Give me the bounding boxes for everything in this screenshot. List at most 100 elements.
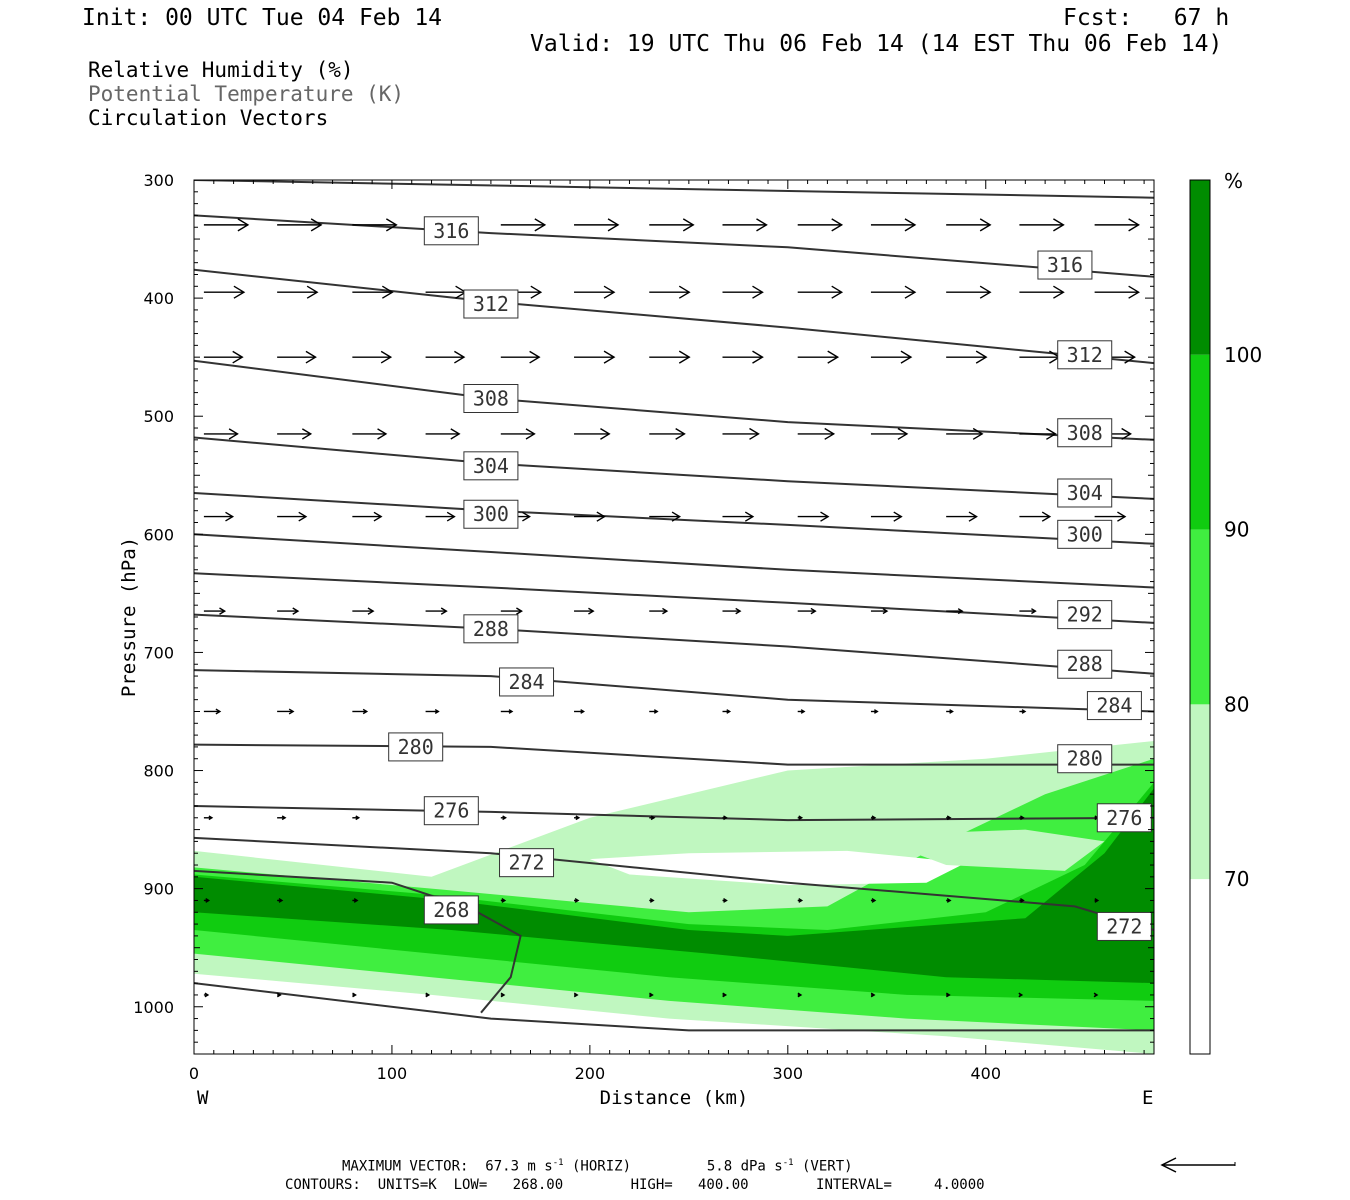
circulation-vector bbox=[649, 709, 659, 714]
circulation-vector bbox=[574, 815, 581, 821]
vector-head bbox=[1117, 511, 1127, 522]
contour-label-316: 316 bbox=[423, 216, 479, 246]
rh-hole bbox=[589, 850, 966, 886]
vector-head bbox=[723, 898, 728, 903]
vector-head bbox=[500, 992, 506, 998]
x-tick-label: 100 bbox=[377, 1064, 408, 1083]
circulation-vector bbox=[797, 815, 804, 821]
vector-head bbox=[305, 350, 317, 364]
y-tick-label: 500 bbox=[143, 407, 174, 426]
vector-head bbox=[972, 427, 984, 440]
colorbar-unit: % bbox=[1224, 169, 1243, 193]
circulation-vector bbox=[1019, 608, 1037, 615]
colorbar-segment bbox=[1190, 879, 1210, 1054]
circulation-vector bbox=[352, 511, 383, 522]
vector-head bbox=[1020, 815, 1025, 821]
x-tick-label: 400 bbox=[970, 1064, 1001, 1083]
vector-head bbox=[276, 992, 282, 998]
vector-head bbox=[603, 350, 616, 364]
contour-label-box bbox=[423, 796, 479, 826]
vector-head bbox=[534, 218, 547, 232]
circulation-vector bbox=[573, 992, 579, 998]
vector-head bbox=[575, 815, 581, 821]
vector-head bbox=[1046, 427, 1057, 440]
colorbar-segment bbox=[1190, 704, 1210, 880]
vector-head bbox=[425, 992, 431, 998]
circulation-vector bbox=[722, 898, 728, 903]
vector-head bbox=[607, 218, 620, 232]
circulation-vector bbox=[276, 992, 282, 998]
circulation-vector bbox=[425, 428, 461, 440]
colorbar-label-80: 80 bbox=[1224, 692, 1249, 716]
vector-head bbox=[516, 607, 523, 615]
circulation-vector bbox=[1019, 218, 1065, 232]
vector-head bbox=[352, 992, 357, 998]
y-tick-label: 800 bbox=[143, 762, 174, 781]
circulation-vector bbox=[203, 428, 239, 440]
theta-contour-316 bbox=[194, 214, 1154, 278]
contour-label-308: 308 bbox=[463, 384, 519, 413]
contour-label-276: 276 bbox=[1096, 803, 1152, 833]
contour-label-box bbox=[499, 667, 555, 697]
circulation-vector bbox=[870, 218, 917, 232]
circulation-vector bbox=[277, 511, 308, 522]
vector-head bbox=[752, 350, 764, 364]
circulation-vector bbox=[722, 218, 768, 232]
contour-label-292: 292 bbox=[1057, 600, 1113, 630]
vector-head bbox=[1021, 709, 1027, 714]
circulation-vector bbox=[946, 709, 954, 714]
circulation-vector bbox=[797, 285, 844, 299]
circulation-vector bbox=[946, 992, 951, 998]
y-axis: 300 400 500 600 700 800 900 1000 bbox=[133, 171, 1154, 1055]
vector-head bbox=[278, 898, 284, 903]
vector-head bbox=[975, 350, 988, 364]
contour-label-276: 276 bbox=[423, 796, 479, 826]
circulation-vector bbox=[277, 350, 317, 364]
vector-head bbox=[225, 511, 235, 522]
vector-head bbox=[831, 218, 844, 232]
vector-head bbox=[949, 709, 954, 714]
y-axis-title: Pressure (hPa) bbox=[118, 537, 140, 697]
circulation-vector bbox=[203, 350, 244, 364]
contour-label-box bbox=[1057, 649, 1113, 679]
x-axis-title: Distance (km) bbox=[600, 1087, 749, 1109]
colorbar-label-100: 100 bbox=[1224, 343, 1262, 367]
contour-label-text: 272 bbox=[508, 851, 544, 875]
contour-label-284: 284 bbox=[1086, 691, 1142, 721]
y-tick-label: 600 bbox=[143, 525, 174, 544]
circulation-vector bbox=[1019, 815, 1025, 821]
contour-label-text: 308 bbox=[473, 387, 509, 411]
legend-theta: Potential Temperature (K) bbox=[88, 82, 405, 106]
circulation-vector bbox=[649, 898, 655, 903]
circulation-vector bbox=[1094, 218, 1140, 232]
contour-label-box bbox=[1057, 600, 1113, 630]
vector-head bbox=[310, 218, 323, 232]
circulation-vector bbox=[797, 898, 804, 903]
vector-head bbox=[744, 511, 755, 522]
x-east-label: E bbox=[1142, 1087, 1153, 1109]
contour-label-text: 300 bbox=[473, 502, 509, 526]
y-tick-label: 300 bbox=[143, 171, 174, 190]
contour-label-box bbox=[1086, 691, 1142, 721]
circulation-vector bbox=[203, 511, 235, 522]
vector-head bbox=[871, 815, 877, 821]
circulation-vector bbox=[946, 427, 984, 440]
y-tick-label: 900 bbox=[143, 880, 174, 899]
vector-head bbox=[1053, 285, 1065, 299]
contour-label-300: 300 bbox=[463, 499, 519, 529]
circulation-vector bbox=[946, 511, 978, 522]
contour-label-text: 300 bbox=[1067, 522, 1103, 546]
fcst-value: 67 h bbox=[1173, 5, 1230, 31]
circulation-vector bbox=[574, 709, 586, 714]
circulation-vector bbox=[649, 607, 669, 615]
vector-head bbox=[501, 898, 507, 903]
circulation-vector bbox=[649, 815, 656, 821]
vector-head bbox=[752, 285, 764, 299]
vector-head bbox=[580, 709, 586, 714]
circulation-vector bbox=[277, 815, 287, 821]
vector-head bbox=[653, 709, 659, 714]
circulation-vector bbox=[1093, 992, 1099, 998]
contour-label-280: 280 bbox=[388, 732, 444, 762]
circulation-vector bbox=[870, 350, 913, 364]
theta-contour-284 bbox=[194, 669, 1154, 713]
